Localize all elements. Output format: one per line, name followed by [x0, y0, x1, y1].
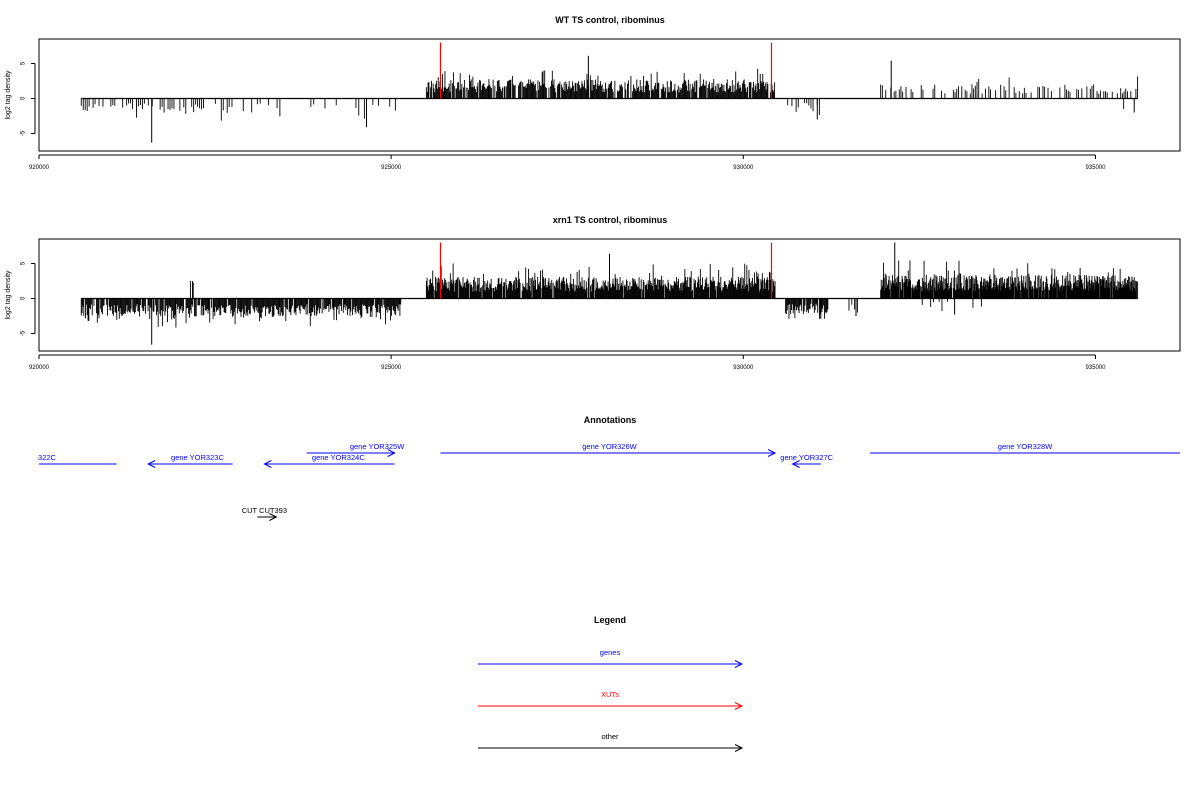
xrn1-plot-frame [38, 238, 1181, 352]
legend-arrowhead [734, 702, 744, 710]
x-tick-label: 930000 [733, 365, 754, 371]
x-tick-label: 935000 [1085, 165, 1106, 171]
wt-track-title: WT TS control, ribominus [555, 15, 665, 25]
legend-panel: Legend genes XUTs other [478, 615, 744, 752]
x-tick-label: 930000 [733, 165, 754, 171]
annotation-feature: gene YOR323C [147, 453, 233, 468]
annotation-feature: gene YOR324C [263, 453, 395, 468]
annotations-title: Annotations [584, 415, 637, 425]
y-tick-label: 0 [21, 96, 27, 100]
annotation-feature: gene YOR328W [870, 442, 1180, 454]
legend-label: genes [600, 648, 621, 657]
annotation-arrowhead [767, 449, 777, 457]
legend-arrowhead [734, 660, 744, 668]
y-tick-label: -5 [21, 330, 27, 336]
legend-label: other [601, 732, 619, 741]
wt-plot-frame [38, 38, 1181, 152]
legend-item: other [478, 732, 744, 752]
annotation-arrowhead [263, 460, 272, 468]
legend-items: genes XUTs other [478, 648, 744, 752]
annotation-arrowhead [269, 513, 278, 521]
annotation-label: gene YOR327C [780, 453, 833, 462]
annotations-panel: Annotations 322C gene YOR323C gene YOR324C… [38, 415, 1180, 521]
legend-arrowhead [734, 744, 744, 752]
y-tick-label: 5 [21, 261, 27, 265]
annotation-feature: CUT CUT393 [242, 506, 287, 521]
annotation-label: 322C [38, 453, 57, 462]
annotation-label: CUT CUT393 [242, 506, 287, 515]
annotation-label: gene YOR325W [350, 442, 405, 451]
x-tick-label: 920000 [29, 365, 50, 371]
legend-item: genes [478, 648, 744, 668]
annotation-arrowhead [791, 460, 800, 468]
wt-y-axis-label: log2 tag density [5, 70, 12, 120]
x-tick-label: 925000 [381, 165, 402, 171]
annotation-arrowhead [387, 449, 396, 457]
legend-label: XUTs [601, 690, 619, 699]
wt-axes: 920000 925000 930000 935000 -5 0 5 [21, 61, 1107, 171]
legend-title: Legend [594, 615, 626, 625]
annotation-label: gene YOR323C [171, 453, 224, 462]
annotation-arrowhead [147, 460, 156, 468]
xrn1-y-axis-label: log2 tag density [5, 270, 12, 320]
wt-track-panel: WT TS control, ribominus 920000 925000 930… [5, 15, 1181, 171]
annotation-feature: 322C [38, 453, 117, 465]
xrn1-track-title: xrn1 TS control, ribominus [553, 215, 668, 225]
xrn1-axes: 920000 925000 930000 935000 -5 0 5 [21, 261, 1107, 371]
annotation-feature: gene YOR325W [306, 442, 405, 457]
xrn1-track-panel: xrn1 TS control, ribominus 920000 925000 9… [5, 215, 1181, 371]
annotation-label: gene YOR324C [312, 453, 365, 462]
y-tick-label: 0 [21, 296, 27, 300]
annotation-label: gene YOR328W [998, 442, 1053, 451]
y-tick-label: 5 [21, 61, 27, 65]
legend-item: XUTs [478, 690, 744, 710]
annotation-feature: gene YOR327C [780, 453, 834, 468]
wt-bars [80, 42, 1139, 143]
x-tick-label: 925000 [381, 365, 402, 371]
x-tick-label: 935000 [1085, 365, 1106, 371]
x-tick-label: 920000 [29, 165, 50, 171]
y-tick-label: -5 [21, 130, 27, 136]
annotation-items: 322C gene YOR323C gene YOR324C gene YOR325W… [38, 442, 1180, 521]
xrn1-bars [80, 242, 1139, 345]
annotation-feature: gene YOR326W [440, 442, 777, 457]
annotation-label: gene YOR326W [582, 442, 637, 451]
